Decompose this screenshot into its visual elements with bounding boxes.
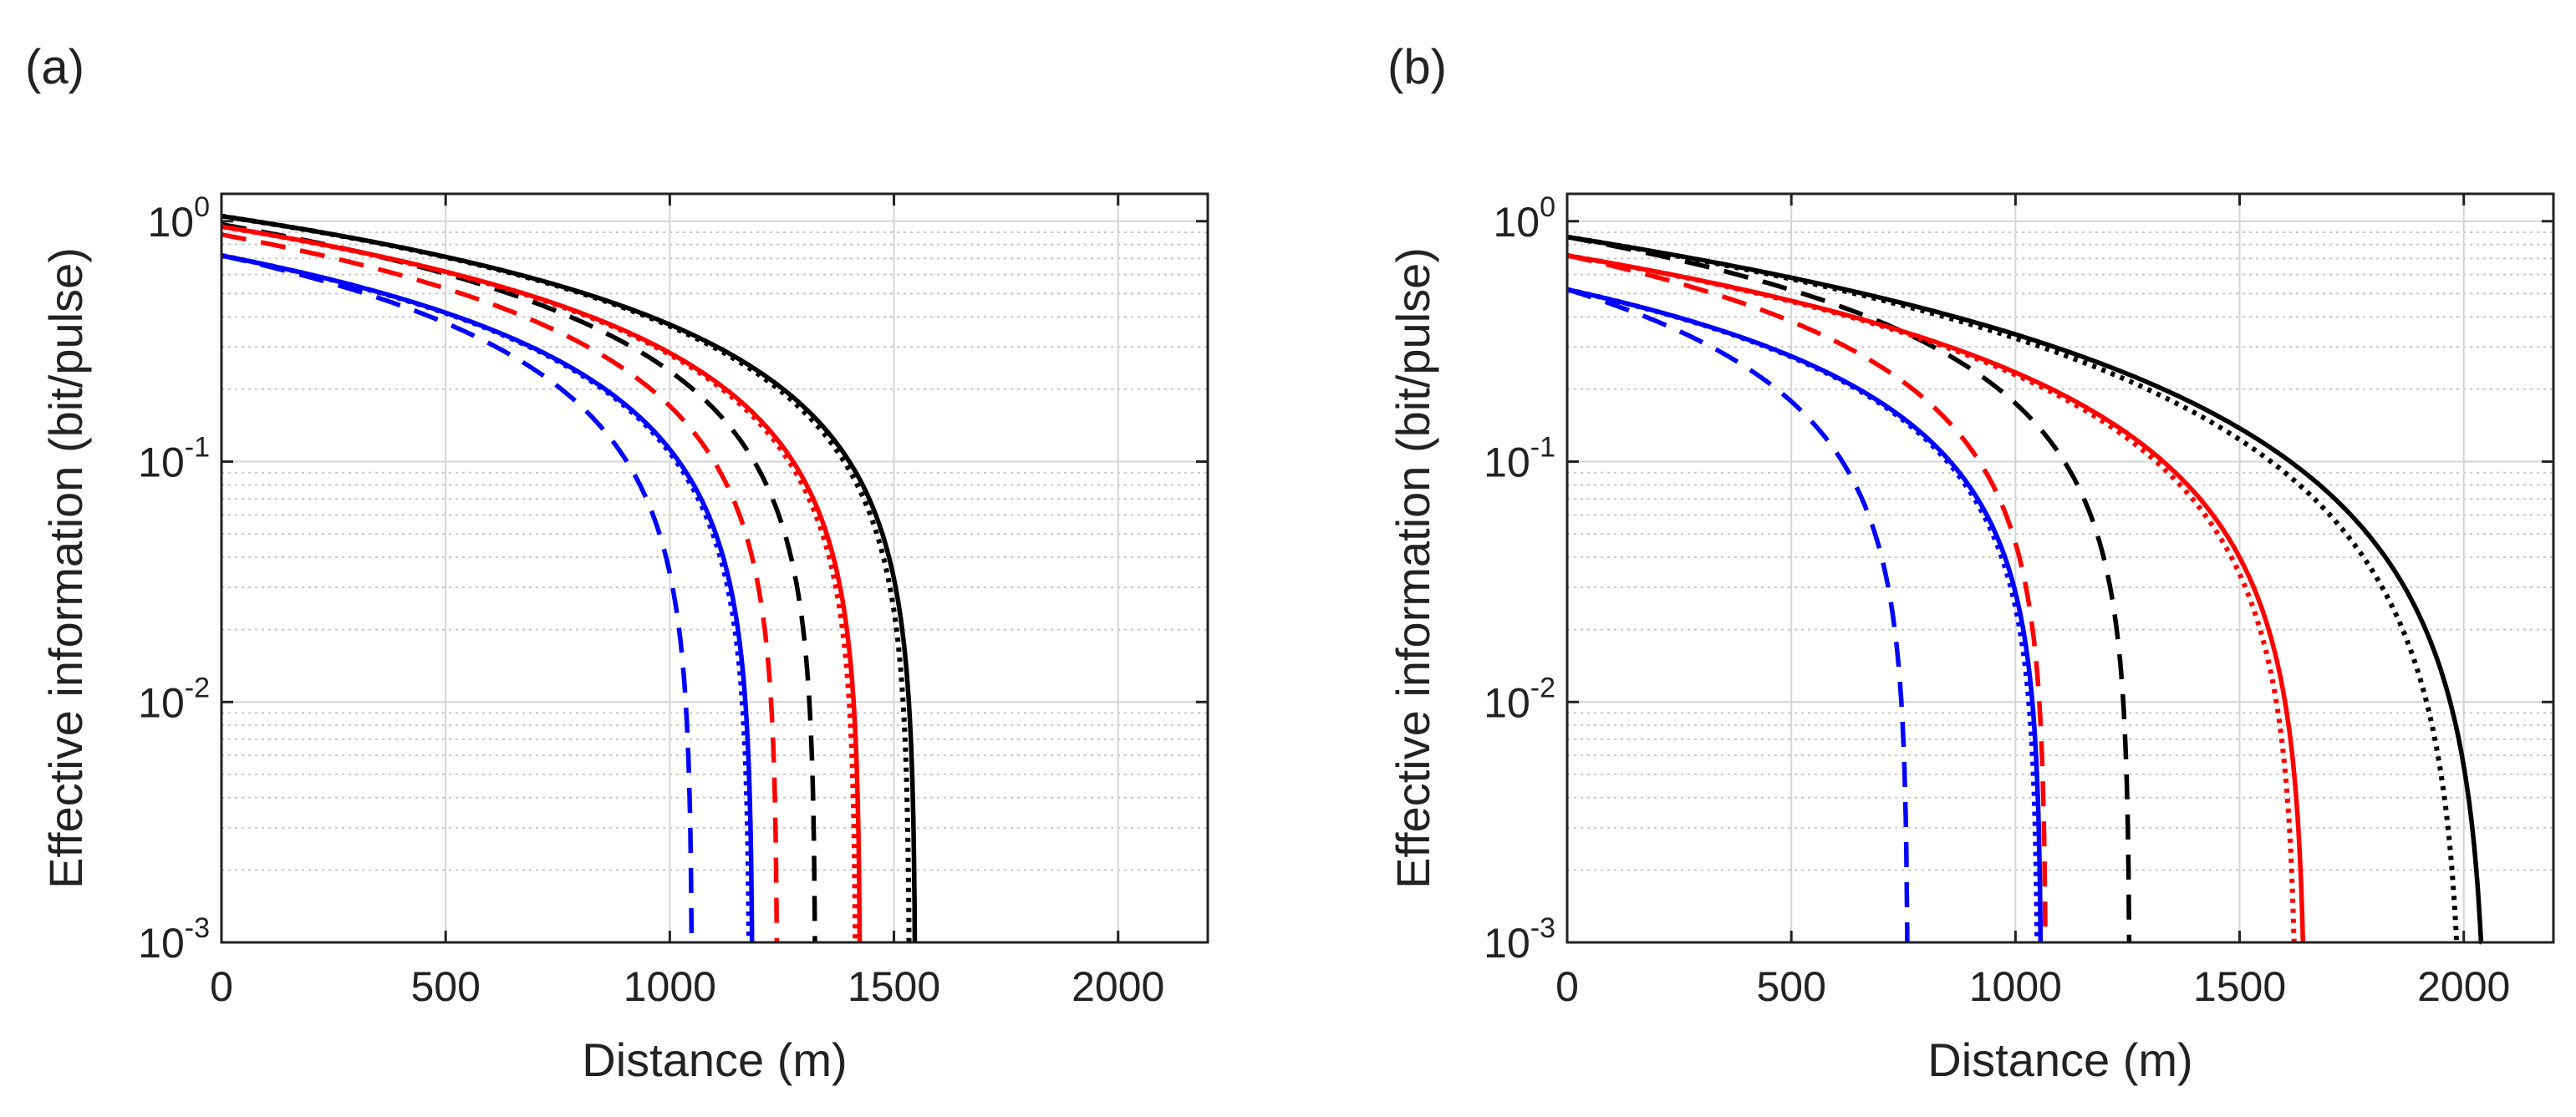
x-tick-label: 1000 [1969, 963, 2062, 1010]
y-axis-title: Effective information (bit/pulse) [1387, 247, 1439, 889]
y-tick-label: 10-2 [1484, 672, 1555, 726]
x-axis-title: Distance (m) [1927, 1033, 2192, 1086]
series-line-red-solid [1566, 253, 2306, 943]
series-line-black-dotted [1566, 234, 2460, 945]
x-tick-label: 500 [1756, 963, 1825, 1010]
panel-label: (b) [1387, 40, 1447, 94]
y-tick-label: 100 [147, 191, 210, 246]
chart-panel-a: (a) 0 500 1000 1500 2000 100 10-1 10-2 10-3 Distan… [25, 40, 1209, 1086]
y-tick-label: 10-2 [138, 672, 210, 726]
y-tick-label: 10-3 [138, 912, 210, 967]
y-tick-label: 10-3 [1484, 912, 1555, 967]
series-line-black-dotted [221, 213, 912, 943]
series-line-black-dashed [221, 221, 817, 943]
series-line-blue-dotted [221, 252, 751, 943]
x-tick-label: 2000 [1072, 963, 1164, 1010]
y-tick-label: 10-1 [138, 432, 210, 486]
x-tick-label: 2000 [2417, 963, 2510, 1010]
series-line-black-dashed [1566, 234, 2132, 943]
x-axis-title: Distance (m) [582, 1033, 847, 1086]
series-line-blue-dashed [221, 253, 695, 943]
x-tick-label: 0 [1555, 963, 1579, 1010]
axes-frame [1565, 192, 2555, 944]
axes-frame [220, 192, 1209, 944]
x-tick-label: 1000 [624, 963, 716, 1010]
x-tick-label: 1500 [2193, 963, 2286, 1010]
x-tick-label: 0 [210, 963, 233, 1010]
series-line-red-dashed [1566, 253, 2048, 943]
panel-label: (a) [25, 40, 84, 94]
series-line-black-solid [221, 213, 918, 943]
series-line-blue-solid [1566, 287, 2044, 943]
series-line-red-dotted [1566, 252, 2297, 943]
y-axis-title: Effective information (bit/pulse) [39, 247, 92, 889]
series-line-blue-dotted [1566, 287, 2040, 943]
chart-panel-b: (b) 0 500 1000 1500 2000 100 10-1 10-2 10-3 Distan… [1387, 40, 2555, 1086]
y-tick-label: 100 [1493, 191, 1555, 246]
series-line-blue-dashed [1566, 287, 1910, 943]
series-line-red-dashed [221, 232, 780, 944]
x-tick-label: 1500 [848, 963, 940, 1010]
series-line-black-solid [1566, 234, 2484, 945]
series-line-red-solid [221, 224, 863, 943]
x-tick-label: 500 [410, 963, 480, 1010]
y-tick-label: 10-1 [1484, 432, 1555, 486]
